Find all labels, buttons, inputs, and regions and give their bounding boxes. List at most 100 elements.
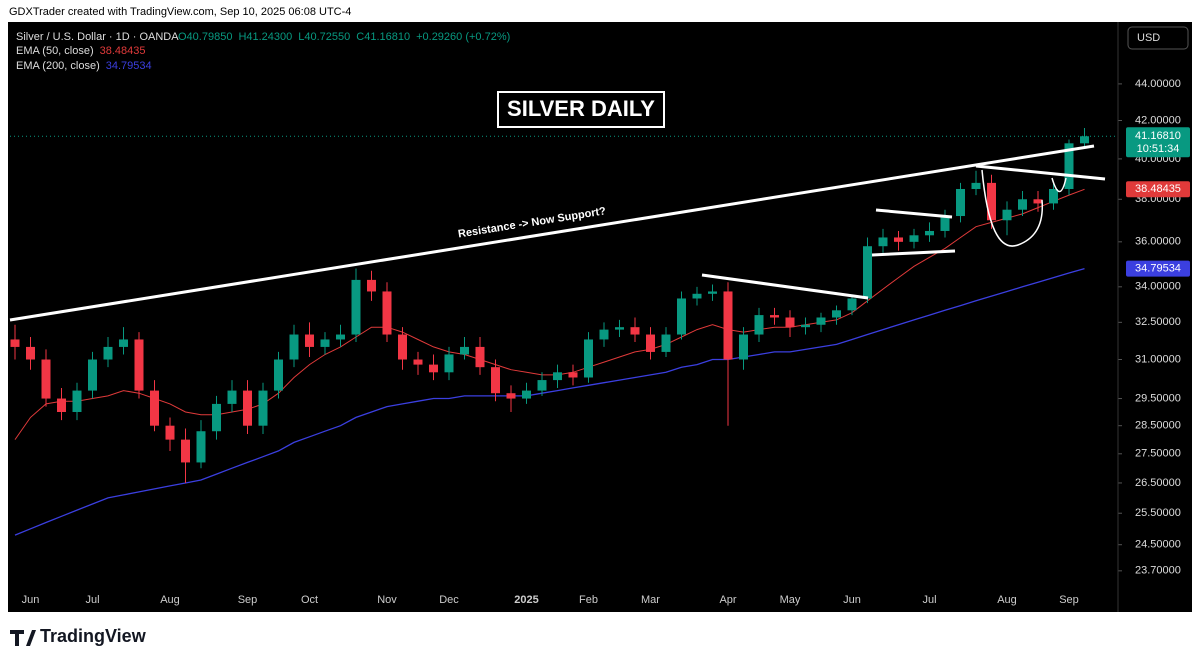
- candle-body: [88, 359, 97, 391]
- candle-body: [878, 237, 888, 247]
- candle-body: [925, 230, 934, 236]
- brand-name: TradingView: [40, 626, 147, 646]
- candle-body: [460, 346, 469, 355]
- ema-line: [14, 267, 1085, 536]
- ohlc-value: H41.24300: [238, 31, 292, 43]
- candle-body: [940, 216, 950, 231]
- candle-body: [475, 346, 485, 368]
- candle-body: [770, 315, 779, 318]
- candle-body: [181, 439, 190, 463]
- y-tick-label: 44.00000: [1135, 78, 1181, 90]
- y-tick-label: 34.00000: [1135, 281, 1181, 293]
- trend-line: [9, 144, 1095, 322]
- candle-body: [367, 279, 376, 292]
- brand-logo: [10, 630, 36, 646]
- ema-line: [14, 188, 1085, 440]
- candle-body: [398, 334, 407, 360]
- price-tag: [1126, 260, 1190, 277]
- x-tick-label: Jul: [85, 594, 99, 606]
- candle-body: [692, 293, 702, 299]
- candle-body: [816, 317, 826, 325]
- y-tick-label: 26.50000: [1135, 477, 1181, 489]
- candle-body: [1064, 143, 1074, 189]
- last-price-tag: [1126, 127, 1190, 158]
- y-tick-label: 28.50000: [1135, 420, 1181, 432]
- y-tick-label: 23.70000: [1135, 565, 1181, 577]
- legend-value: 38.48435: [100, 45, 146, 57]
- candle-body: [1018, 199, 1027, 210]
- ohlc-value: C41.16810: [356, 31, 410, 43]
- legend-label: EMA (200, close): [16, 60, 100, 72]
- candle-body: [537, 380, 547, 391]
- candle-body: [227, 390, 237, 404]
- currency-button[interactable]: [1127, 26, 1189, 50]
- credit: GDXTrader created with TradingView.com, …: [9, 6, 351, 18]
- candle-body: [801, 324, 810, 328]
- candle-body: [599, 329, 609, 340]
- y-tick-label: 24.50000: [1135, 539, 1181, 551]
- candle-body: [305, 334, 314, 347]
- candle-body: [708, 291, 717, 294]
- candle-body: [615, 327, 624, 330]
- candle-body: [10, 339, 20, 347]
- legend-value: 34.79534: [106, 60, 152, 72]
- last-price-label: 41.16810: [1135, 130, 1181, 142]
- x-tick-label: Sep: [1059, 594, 1079, 606]
- candle-body: [491, 367, 500, 394]
- candle-body: [863, 246, 872, 299]
- candle-body: [661, 334, 671, 352]
- candle-body: [72, 390, 82, 413]
- candle-body: [212, 403, 221, 432]
- symbol: Silver / U.S. Dollar · 1D · OANDA: [16, 31, 179, 43]
- candle-body: [739, 334, 748, 360]
- candle-body: [646, 334, 655, 352]
- x-tick-label: Aug: [160, 594, 180, 606]
- candle-body: [320, 339, 330, 347]
- candle-body: [909, 235, 919, 242]
- candle-body: [243, 390, 252, 426]
- x-tick-label: May: [780, 594, 801, 606]
- currency[interactable]: USD: [1137, 32, 1160, 44]
- title-box: [497, 91, 665, 128]
- candle-body: [336, 334, 345, 340]
- y-tick-label: 32.50000: [1135, 316, 1181, 328]
- price-tag-label: 38.48435: [1135, 183, 1181, 195]
- candle-body: [894, 237, 903, 242]
- ohlc-value: O40.79850: [178, 31, 232, 43]
- candle-body: [723, 291, 733, 360]
- trend-line: [875, 208, 953, 219]
- x-tick-label: Jun: [22, 594, 40, 606]
- candle-body: [258, 390, 268, 426]
- candle-body: [785, 317, 795, 328]
- candle-body: [41, 359, 51, 399]
- x-tick-label: Aug: [997, 594, 1017, 606]
- countdown: 10:51:34: [1137, 143, 1180, 155]
- candle-body: [382, 291, 392, 335]
- candle-body: [1002, 209, 1012, 221]
- candle-body: [553, 372, 562, 381]
- candle-body: [134, 339, 144, 391]
- price-tag-label: 34.79534: [1135, 263, 1181, 275]
- y-tick-label: 36.00000: [1135, 236, 1181, 248]
- candle-body: [832, 310, 841, 318]
- y-tick-label: 31.00000: [1135, 353, 1181, 365]
- candle-body: [1033, 199, 1043, 204]
- candle-body: [57, 398, 66, 413]
- y-tick-label: 27.50000: [1135, 448, 1181, 460]
- candle-body: [847, 298, 857, 311]
- x-tick-label: Jul: [922, 594, 936, 606]
- candle-body: [630, 327, 640, 335]
- candle-body: [677, 298, 686, 335]
- candle-body: [956, 188, 965, 217]
- trend-line: [871, 249, 956, 257]
- trend-line: [975, 164, 1106, 181]
- candle-body: [1080, 136, 1089, 144]
- candle-body: [444, 354, 454, 373]
- plot: [10, 128, 1118, 536]
- y-tick-label: 42.00000: [1135, 114, 1181, 126]
- candle-body: [26, 346, 35, 360]
- candle-body: [351, 279, 361, 335]
- trend-line: [701, 273, 869, 300]
